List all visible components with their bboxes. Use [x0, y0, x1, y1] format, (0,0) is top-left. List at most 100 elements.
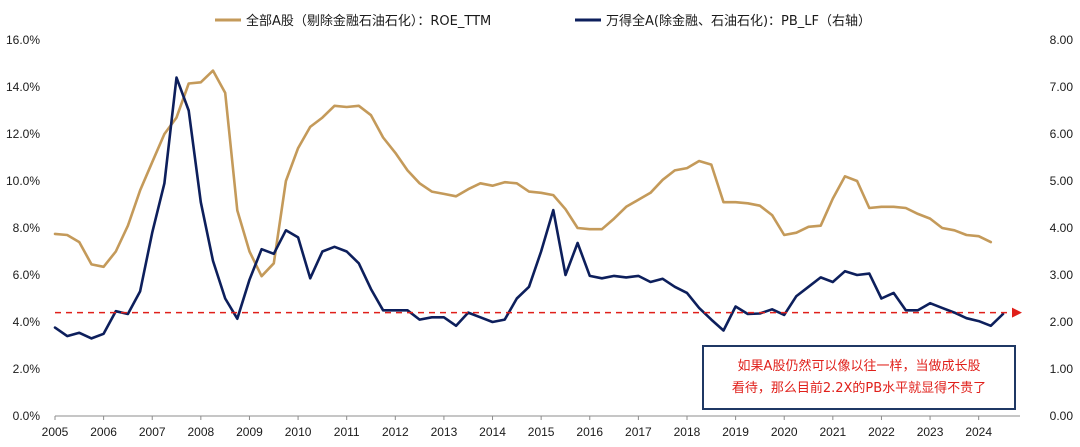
data-point	[479, 182, 482, 185]
data-point	[370, 288, 372, 290]
data-point	[151, 161, 153, 163]
data-point	[649, 192, 652, 194]
data-point	[832, 197, 834, 200]
data-point	[127, 313, 129, 315]
data-point	[564, 208, 567, 210]
data-point	[443, 193, 445, 195]
data-point	[649, 281, 652, 283]
data-point	[698, 160, 700, 162]
data-point	[309, 126, 312, 128]
data-point	[175, 76, 178, 79]
data-point	[710, 318, 713, 321]
data-point	[273, 262, 275, 265]
data-point	[309, 277, 312, 280]
data-point	[637, 275, 640, 277]
data-point	[832, 281, 834, 283]
data-point	[224, 297, 226, 300]
data-point	[370, 114, 372, 116]
x-tick-label: 2012	[382, 425, 409, 439]
data-point	[917, 309, 919, 312]
data-point	[90, 337, 93, 340]
data-point	[431, 190, 433, 193]
data-point	[516, 182, 518, 185]
data-point	[771, 308, 773, 311]
data-point	[686, 167, 688, 169]
data-point	[139, 189, 141, 192]
data-point	[151, 231, 153, 234]
legend-label: 万得全A(除金融、石油石化)：PB_LF（右轴）	[606, 13, 871, 29]
data-point	[491, 184, 494, 187]
data-point	[382, 309, 384, 312]
data-point	[868, 272, 871, 275]
x-tick-label: 2016	[576, 425, 603, 439]
legend-item-2: 万得全A(除金融、石油石化)：PB_LF（右轴）	[575, 13, 871, 29]
data-point	[394, 309, 397, 312]
x-tick-label: 2014	[479, 425, 506, 439]
data-point	[345, 250, 348, 253]
y-left-tick-label: 12.0%	[6, 127, 40, 141]
data-point	[479, 316, 482, 319]
axes: 2005 2006 2007 2008 2009 2010 2011 2012 2013 2014…	[6, 33, 1073, 439]
reference-arrow-icon	[1012, 307, 1022, 318]
x-tick-label: 2008	[187, 425, 214, 439]
data-point	[965, 317, 968, 320]
y-left-tick-label: 10.0%	[6, 174, 40, 188]
data-point	[892, 292, 895, 294]
data-point	[722, 329, 725, 332]
data-point	[795, 231, 798, 234]
data-point	[552, 209, 555, 211]
data-point	[747, 313, 749, 315]
data-point	[503, 181, 506, 183]
data-point	[418, 182, 421, 185]
data-point	[187, 109, 190, 112]
data-point	[321, 250, 324, 253]
data-point	[734, 201, 737, 203]
data-point	[953, 311, 956, 314]
data-point	[661, 179, 664, 181]
data-point	[783, 234, 785, 236]
data-point	[163, 182, 166, 185]
data-point	[345, 106, 348, 108]
data-point	[236, 317, 239, 320]
data-point	[163, 133, 166, 135]
data-point	[406, 169, 409, 172]
data-point	[358, 262, 360, 265]
data-point	[406, 309, 409, 312]
data-point	[601, 228, 603, 230]
data-point	[892, 206, 895, 208]
data-point	[260, 248, 263, 250]
data-point	[589, 275, 591, 277]
data-point	[795, 295, 798, 297]
data-point	[467, 188, 470, 190]
data-point	[734, 305, 737, 308]
data-point	[686, 292, 688, 294]
y-right-tick-label: 5.00	[1050, 174, 1074, 188]
data-point	[212, 69, 214, 72]
data-point	[880, 206, 883, 208]
data-point	[905, 207, 907, 209]
data-point	[844, 270, 846, 273]
reference-layer	[55, 307, 1022, 318]
legend-item-1: 全部A股（剔除金融石油石化）：ROE_TTM	[215, 13, 491, 29]
data-point	[613, 275, 615, 277]
series-line-2	[53, 76, 1005, 340]
data-point	[880, 297, 883, 300]
data-point	[333, 246, 336, 248]
data-point	[285, 229, 287, 232]
y-left-tick-label: 0.0%	[13, 409, 41, 423]
annotation-frame	[702, 345, 1016, 410]
x-tick-label: 2024	[965, 425, 992, 439]
x-tick-label: 2007	[139, 425, 166, 439]
data-point	[455, 195, 457, 198]
legend: 全部A股（剔除金融石油石化）：ROE_TTM 万得全A(除金融、石油石化)：PB_…	[215, 13, 871, 29]
data-point	[990, 325, 992, 327]
x-tick-label: 2018	[674, 425, 701, 439]
y-right-tick-label: 6.00	[1050, 127, 1074, 141]
x-tick-label: 2021	[819, 425, 846, 439]
x-tick-label: 2019	[722, 425, 749, 439]
data-point	[187, 82, 190, 85]
data-point	[698, 307, 700, 309]
data-point	[564, 274, 567, 276]
data-point	[78, 241, 81, 243]
